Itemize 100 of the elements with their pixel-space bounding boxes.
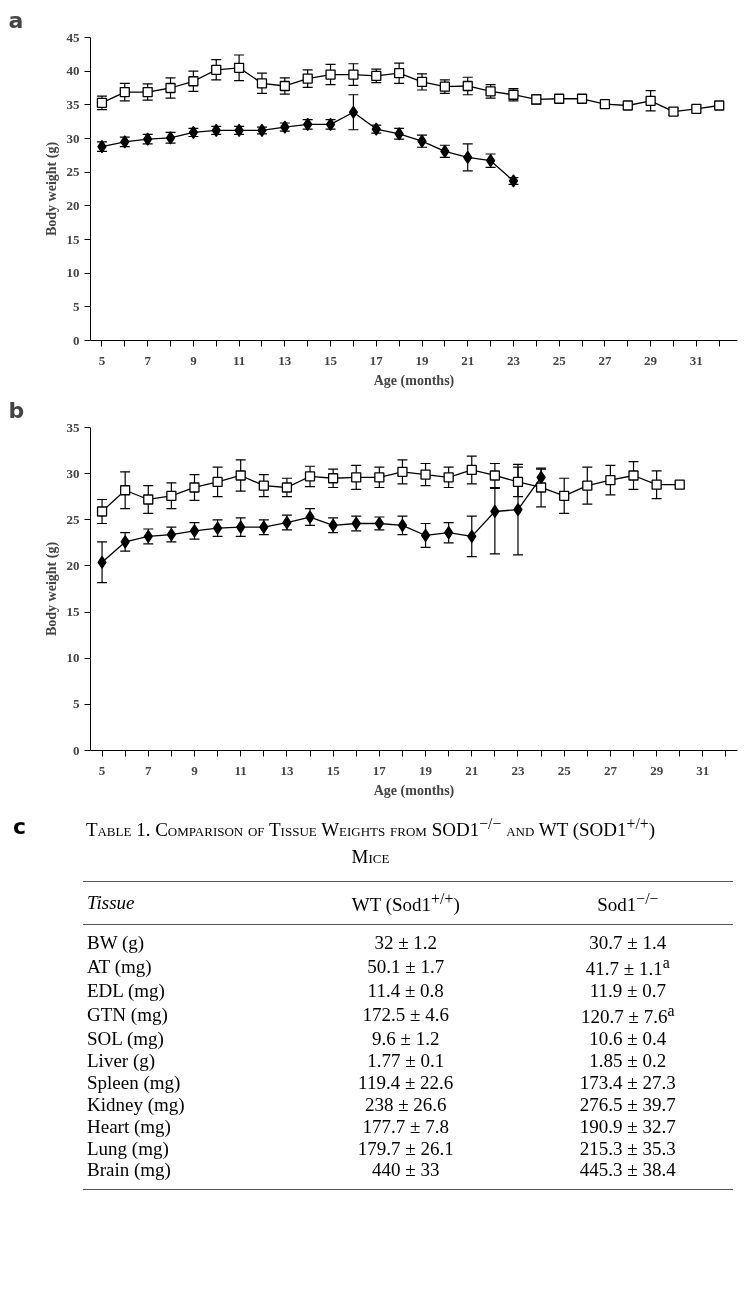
text: Sod1$^{−/−}$ [596, 888, 660, 917]
x-tick-label: 9 [190, 352, 198, 368]
text: Heart (mg) [86, 1115, 172, 1138]
y-tick-label: 25 [66, 164, 80, 180]
text: 11.9 ± 0.7 [588, 980, 667, 1003]
point [651, 479, 662, 490]
y-tick-label: 35 [66, 96, 80, 112]
x-axis-title: Age (months) [373, 782, 455, 799]
text: 120.7 ± 7.6$^{a}$ [580, 1002, 676, 1029]
y-tick-label: 45 [66, 29, 80, 45]
y-tick-label: 0 [73, 742, 80, 758]
point [212, 476, 223, 488]
y-tick-label: 30 [66, 130, 80, 146]
y-tick-label: 30 [66, 465, 80, 481]
text: 32 ± 1.2 [373, 932, 439, 955]
point [559, 490, 570, 501]
point [327, 473, 339, 484]
point [189, 482, 200, 493]
x-tick-label: 9 [191, 762, 199, 778]
point [233, 62, 245, 73]
text: 11.4 ± 0.8 [366, 980, 445, 1003]
point [605, 474, 616, 486]
x-tick-label: 7 [145, 762, 153, 778]
x-tick-label: 13 [278, 352, 292, 368]
chart-title: Table 1. Comparison of Tissue Weights from SOD1$^{−/−}$ and WT (SOD1$^{+/+}$) Mice [85, 815, 656, 868]
x-tick-label: 5 [98, 352, 106, 368]
y-tick-label: 0 [73, 332, 80, 348]
point [554, 93, 565, 104]
point [466, 464, 477, 476]
text: 190.9 ± 32.7 [578, 1115, 677, 1138]
point [256, 78, 268, 89]
text: b [8, 397, 25, 423]
text: Tissue [86, 890, 136, 915]
text: SOL (mg) [86, 1028, 165, 1051]
point [374, 472, 385, 483]
point [714, 100, 725, 111]
x-tick-label: 25 [557, 762, 572, 778]
text: 1.77 ± 0.1 [366, 1050, 446, 1072]
y-tick-label: 15 [66, 231, 80, 247]
x-tick-label: 17 [369, 352, 384, 368]
x-tick-label: 19 [415, 352, 429, 368]
point [645, 95, 656, 106]
point [96, 506, 108, 517]
x-tick-label: 25 [552, 352, 567, 368]
point [188, 76, 199, 87]
point [120, 485, 131, 496]
text: 440 ± 33 [371, 1159, 441, 1182]
point [165, 82, 176, 94]
point [351, 472, 362, 483]
text: a [8, 7, 24, 33]
x-tick-label: 11 [232, 352, 246, 368]
point [599, 99, 611, 110]
point [420, 528, 431, 543]
x-tick-label: 5 [98, 762, 106, 778]
y-tick-label: 20 [66, 197, 80, 213]
text: Brain (mg) [86, 1159, 172, 1182]
point [489, 470, 501, 481]
point [281, 482, 293, 493]
point [674, 479, 685, 490]
point [512, 476, 524, 488]
point [348, 105, 359, 119]
y-tick-label: 25 [66, 511, 80, 527]
y-tick-label: 35 [66, 419, 80, 435]
point [582, 480, 593, 491]
point [211, 64, 222, 75]
text: c [13, 813, 27, 841]
y-tick-label: 5 [73, 696, 80, 712]
x-tick-label: 23 [511, 762, 525, 778]
point [535, 482, 547, 493]
point [397, 518, 408, 532]
point [302, 73, 313, 84]
x-tick-label: 11 [234, 762, 247, 778]
text: EDL (mg) [86, 980, 166, 1003]
point [443, 472, 454, 483]
x-axis-title: Age (months) [373, 372, 455, 389]
text: 215.3 ± 35.3 [578, 1137, 677, 1160]
point [463, 150, 473, 164]
point [143, 494, 154, 505]
y-tick-label: 10 [66, 265, 80, 281]
point [576, 93, 588, 104]
text: 10.6 ± 0.4 [588, 1028, 668, 1051]
x-tick-label: 13 [280, 762, 294, 778]
text: 9.6 ± 1.2 [371, 1028, 441, 1051]
text: 177.7 ± 7.8 [361, 1115, 450, 1138]
y-axis-title: Body weight (g) [43, 141, 60, 237]
point [325, 69, 336, 80]
text: 50.1 ± 1.7 [366, 955, 446, 980]
text: GTN (mg) [86, 1003, 169, 1028]
x-tick-label: 29 [650, 762, 664, 778]
x-tick-label: 15 [324, 352, 338, 368]
text: 173.4 ± 27.3 [578, 1072, 677, 1094]
y-tick-label: 10 [66, 650, 80, 666]
text: 172.5 ± 4.6 [361, 1003, 450, 1028]
x-tick-label: 21 [461, 352, 475, 368]
point [348, 69, 359, 80]
x-tick-label: 7 [144, 352, 152, 368]
text: 445.3 ± 38.4 [578, 1159, 677, 1182]
text: 276.5 ± 39.7 [578, 1093, 677, 1116]
point [258, 480, 269, 491]
text: 1.85 ± 0.2 [588, 1050, 668, 1072]
